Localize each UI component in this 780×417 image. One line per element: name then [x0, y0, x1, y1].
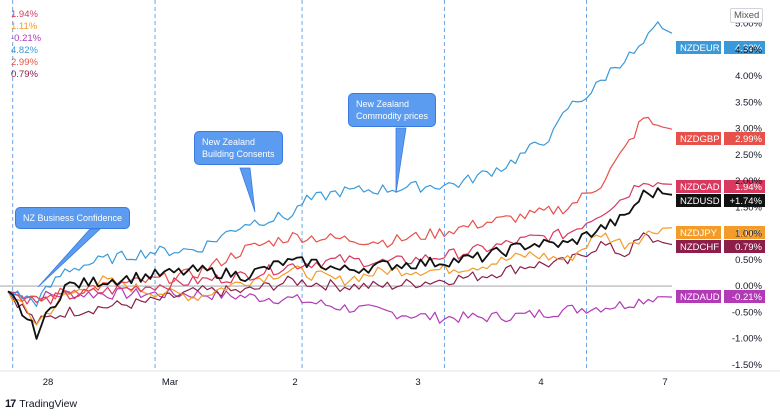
- callout-building-consents: New Zealand Building Consents: [194, 131, 283, 165]
- value-label-nzdeur: 4.82%: [735, 43, 762, 54]
- callout-pointer-building: [239, 167, 256, 213]
- series-line-nzdusd[interactable]: [7, 187, 673, 340]
- branding: 17 TradingView: [5, 398, 77, 410]
- y-tick-label: -1.50%: [732, 360, 763, 371]
- series-line-nzdcad[interactable]: [7, 182, 673, 305]
- value-label-nzdchf: 0.79%: [735, 242, 762, 253]
- callout-pointer-business: [37, 228, 102, 288]
- y-tick-label: 3.00%: [735, 124, 762, 135]
- ticker-label-nzdeur: NZDEUR: [680, 43, 720, 54]
- value-badge-bg: [724, 132, 765, 145]
- y-tick-label: 2.50%: [735, 150, 762, 161]
- y-tick-label: 0.50%: [735, 255, 762, 266]
- legend-value-gbp: 2.99%: [11, 57, 38, 68]
- y-tick-label: -1.00%: [732, 334, 763, 345]
- callout-text: New Zealand: [202, 137, 256, 147]
- x-axis: 28 Mar 2 3 4 7: [43, 377, 668, 388]
- legend-value-aud: -0.21%: [11, 33, 42, 44]
- legend-value-jpy: 1.11%: [11, 21, 38, 32]
- y-tick-label: 4.00%: [735, 71, 762, 82]
- y-tick-label: 4.50%: [735, 45, 762, 56]
- y-tick-label: 1.00%: [735, 229, 762, 240]
- value-label-nzdgbp: 2.99%: [735, 134, 762, 145]
- ticker-label-nzdcad: NZDCAD: [680, 182, 720, 193]
- callout-text: Building Consents: [202, 149, 275, 159]
- callout-pointer-commodity: [395, 127, 407, 194]
- value-badge-bg: [724, 41, 765, 54]
- ticker-badge-bg: [676, 240, 721, 253]
- y-axis: 5.00% 4.50% 4.00% 3.50% 3.00% 2.50% 2.00% 1.50%…: [732, 19, 763, 371]
- series-line-nzdgbp[interactable]: [7, 116, 673, 302]
- ticker-label-nzdchf: NZDCHF: [680, 242, 719, 253]
- value-label-nzdaud: -0.21%: [732, 292, 763, 303]
- value-badge-bg: [724, 194, 765, 207]
- price-scale-labels: NZDEUR 4.82% NZDGBP 2.99% NZDCAD 1.94% NZDUSD +…: [676, 41, 765, 303]
- x-tick-label: 3: [415, 377, 420, 388]
- value-label-nzdjpy: 1.11%: [736, 228, 763, 239]
- ticker-badge-bg: [676, 132, 721, 145]
- callout-pointers: [37, 127, 407, 288]
- branding-name: TradingView: [19, 398, 78, 410]
- ticker-label-nzdjpy: NZDJPY: [680, 228, 718, 239]
- legend-value-cad: 1.94%: [11, 9, 38, 20]
- legend-value-eur: 4.82%: [11, 45, 38, 56]
- value-label-nzdusd: +1.74%: [730, 196, 763, 207]
- ticker-label-nzdusd: NZDUSD: [680, 196, 720, 207]
- x-tick-label: 2: [292, 377, 297, 388]
- legend: 1.94% 1.11% -0.21% 4.82% 2.99% 0.79%: [11, 9, 41, 81]
- y-tick-label: -0.50%: [732, 307, 763, 318]
- ticker-badge-bg: [676, 41, 721, 54]
- event-lines: [0, 0, 780, 372]
- value-badge-bg: [724, 240, 765, 253]
- series-line-nzdeur[interactable]: [7, 21, 673, 307]
- value-badge-bg: [724, 290, 765, 303]
- callout-commodity-prices: New Zealand Commodity prices: [348, 93, 437, 127]
- scale-mode-button[interactable]: Mixed: [730, 8, 764, 23]
- value-label-nzdcad: 1.94%: [735, 182, 762, 193]
- ticker-badge-bg: [676, 226, 721, 239]
- x-tick-label: Mar: [162, 377, 178, 388]
- series-lines: [7, 21, 673, 340]
- y-tick-label: 1.50%: [735, 202, 762, 213]
- series-line-nzdaud[interactable]: [7, 287, 673, 324]
- tradingview-logo-icon: 17: [5, 398, 16, 410]
- callout-business-confidence: NZ Business Confidence: [15, 207, 131, 229]
- ticker-badge-bg: [676, 194, 721, 207]
- callout-text: Commodity prices: [356, 111, 429, 121]
- y-tick-label: 0.00%: [735, 281, 762, 292]
- value-badge-bg: [724, 226, 765, 239]
- legend-value-chf: 0.79%: [11, 69, 38, 80]
- y-tick-label: 3.50%: [735, 97, 762, 108]
- ticker-label-nzdgbp: NZDGBP: [680, 134, 720, 145]
- x-tick-label: 7: [662, 377, 667, 388]
- value-badge-bg: [724, 180, 765, 193]
- x-tick-label: 28: [43, 377, 54, 388]
- y-tick-label: 5.00%: [735, 19, 762, 30]
- x-tick-label: 4: [538, 377, 543, 388]
- series-line-nzdchf[interactable]: [7, 232, 673, 326]
- ticker-badge-bg: [676, 290, 721, 303]
- ticker-label-nzdaud: NZDAUD: [680, 292, 720, 303]
- ticker-badge-bg: [676, 180, 721, 193]
- callout-text: NZ Business Confidence: [23, 213, 123, 223]
- y-tick-label: 2.00%: [735, 176, 762, 187]
- callout-text: New Zealand: [356, 99, 410, 109]
